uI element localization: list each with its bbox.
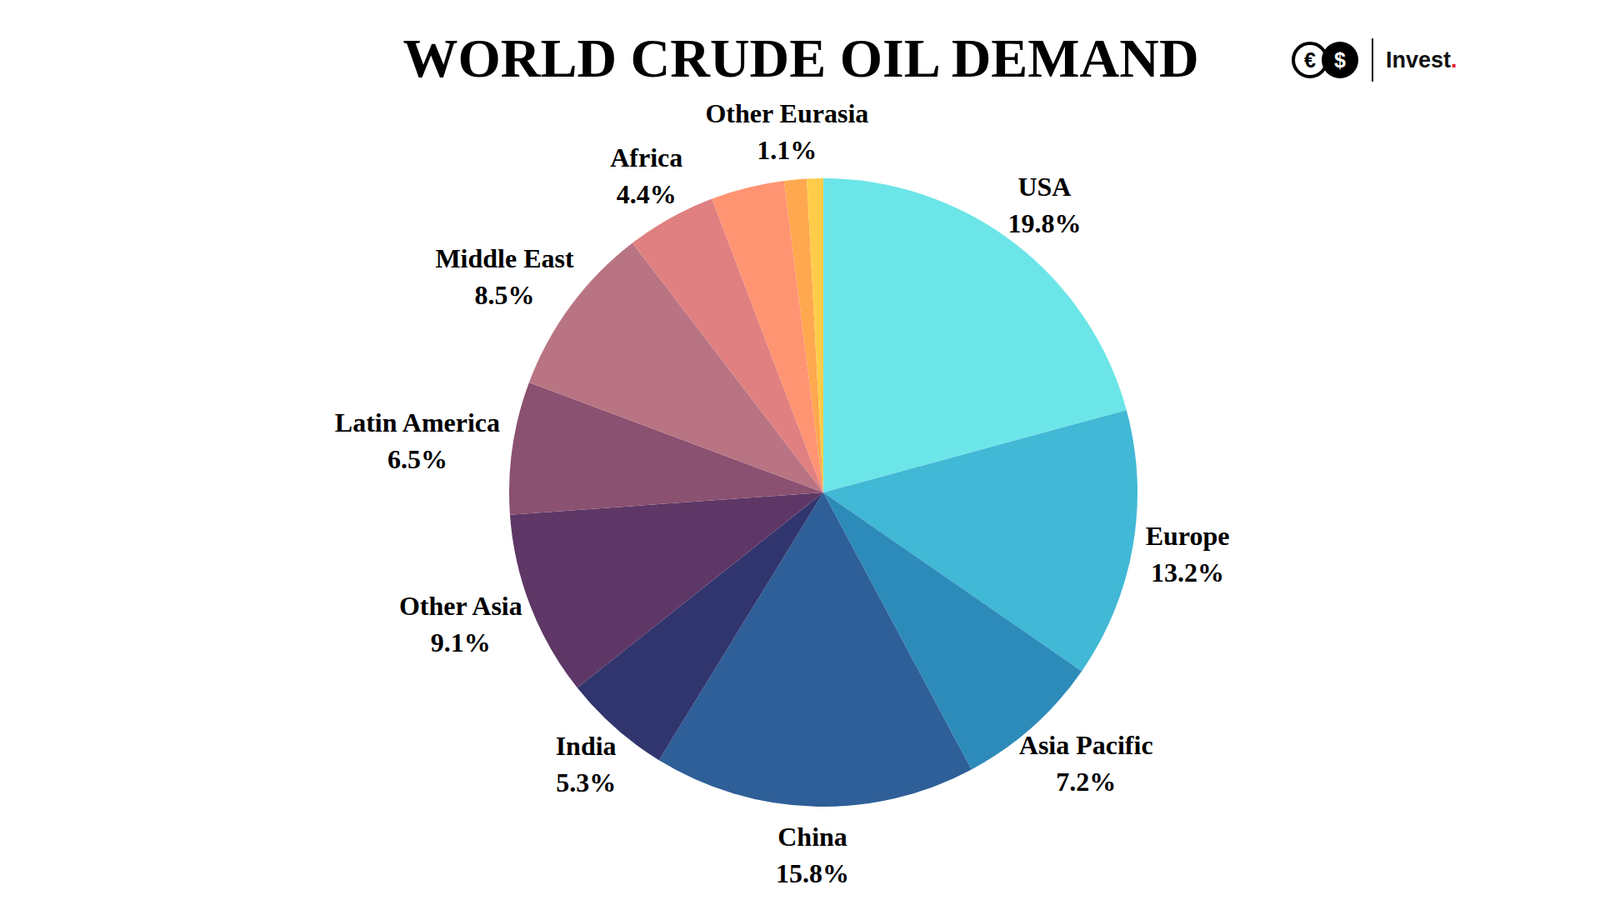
- category-label: India: [555, 730, 617, 761]
- logo: € $ Invest.: [1293, 38, 1458, 82]
- data-label: 15.8%: [775, 858, 850, 889]
- slice-label: USA 19.8%: [1007, 171, 1081, 239]
- data-label: 7.2%: [1055, 766, 1116, 797]
- pie-slice: [510, 492, 824, 688]
- slice-label: Africa 4.4%: [610, 142, 683, 210]
- slice-label: Asia Pacific 7.2%: [1019, 730, 1154, 797]
- chart-svg: WORLD CRUDE OIL DEMAND € $ Invest. USA 19.8% E…: [0, 0, 1600, 900]
- logo-circle: [1321, 41, 1359, 79]
- logo-symbol: $: [1334, 48, 1346, 72]
- data-label: 13.2%: [1150, 557, 1225, 588]
- chart-title: WORLD CRUDE OIL DEMAND: [402, 27, 1199, 89]
- data-label: 19.8%: [1007, 208, 1081, 239]
- category-label: Europe: [1145, 520, 1230, 551]
- data-label: 4.4%: [616, 179, 677, 210]
- chart-container: WORLD CRUDE OIL DEMAND € $ Invest. USA 19.8% E…: [0, 0, 1600, 900]
- slice-label: Europe 13.2%: [1145, 520, 1230, 588]
- pie: [509, 178, 1138, 807]
- slice-label: China 15.8%: [775, 821, 850, 889]
- data-label: 5.3%: [555, 767, 616, 798]
- data-label: 9.1%: [430, 627, 491, 658]
- category-label: China: [777, 821, 848, 852]
- category-label: Other Eurasia: [705, 98, 869, 129]
- slice-label: Latin America 6.5%: [335, 407, 500, 475]
- data-label: 8.5%: [475, 280, 535, 310]
- data-label: 6.5%: [387, 444, 448, 475]
- logo-symbol: €: [1304, 48, 1316, 72]
- slice-label: Middle East 8.5%: [435, 243, 575, 310]
- pie-slice: [784, 179, 824, 493]
- category-label: Middle East: [435, 243, 575, 274]
- category-label: Asia Pacific: [1019, 730, 1154, 760]
- slice-label: Other Eurasia 1.1%: [705, 98, 869, 165]
- logo-divider: [1371, 38, 1374, 82]
- slice-label: Other Asia 9.1%: [399, 590, 523, 658]
- category-label: USA: [1017, 171, 1071, 202]
- labels: USA 19.8% Europe 13.2% Asia Pacific 7.2% China…: [335, 98, 1230, 889]
- category-label: Other Asia: [399, 590, 523, 621]
- data-label: 1.1%: [756, 135, 817, 165]
- pie-slice: [806, 178, 824, 493]
- slice-label: India 5.3%: [555, 730, 617, 798]
- category-label: Africa: [610, 142, 683, 173]
- category-label: Latin America: [335, 407, 500, 438]
- logo-text: Invest.: [1385, 47, 1458, 73]
